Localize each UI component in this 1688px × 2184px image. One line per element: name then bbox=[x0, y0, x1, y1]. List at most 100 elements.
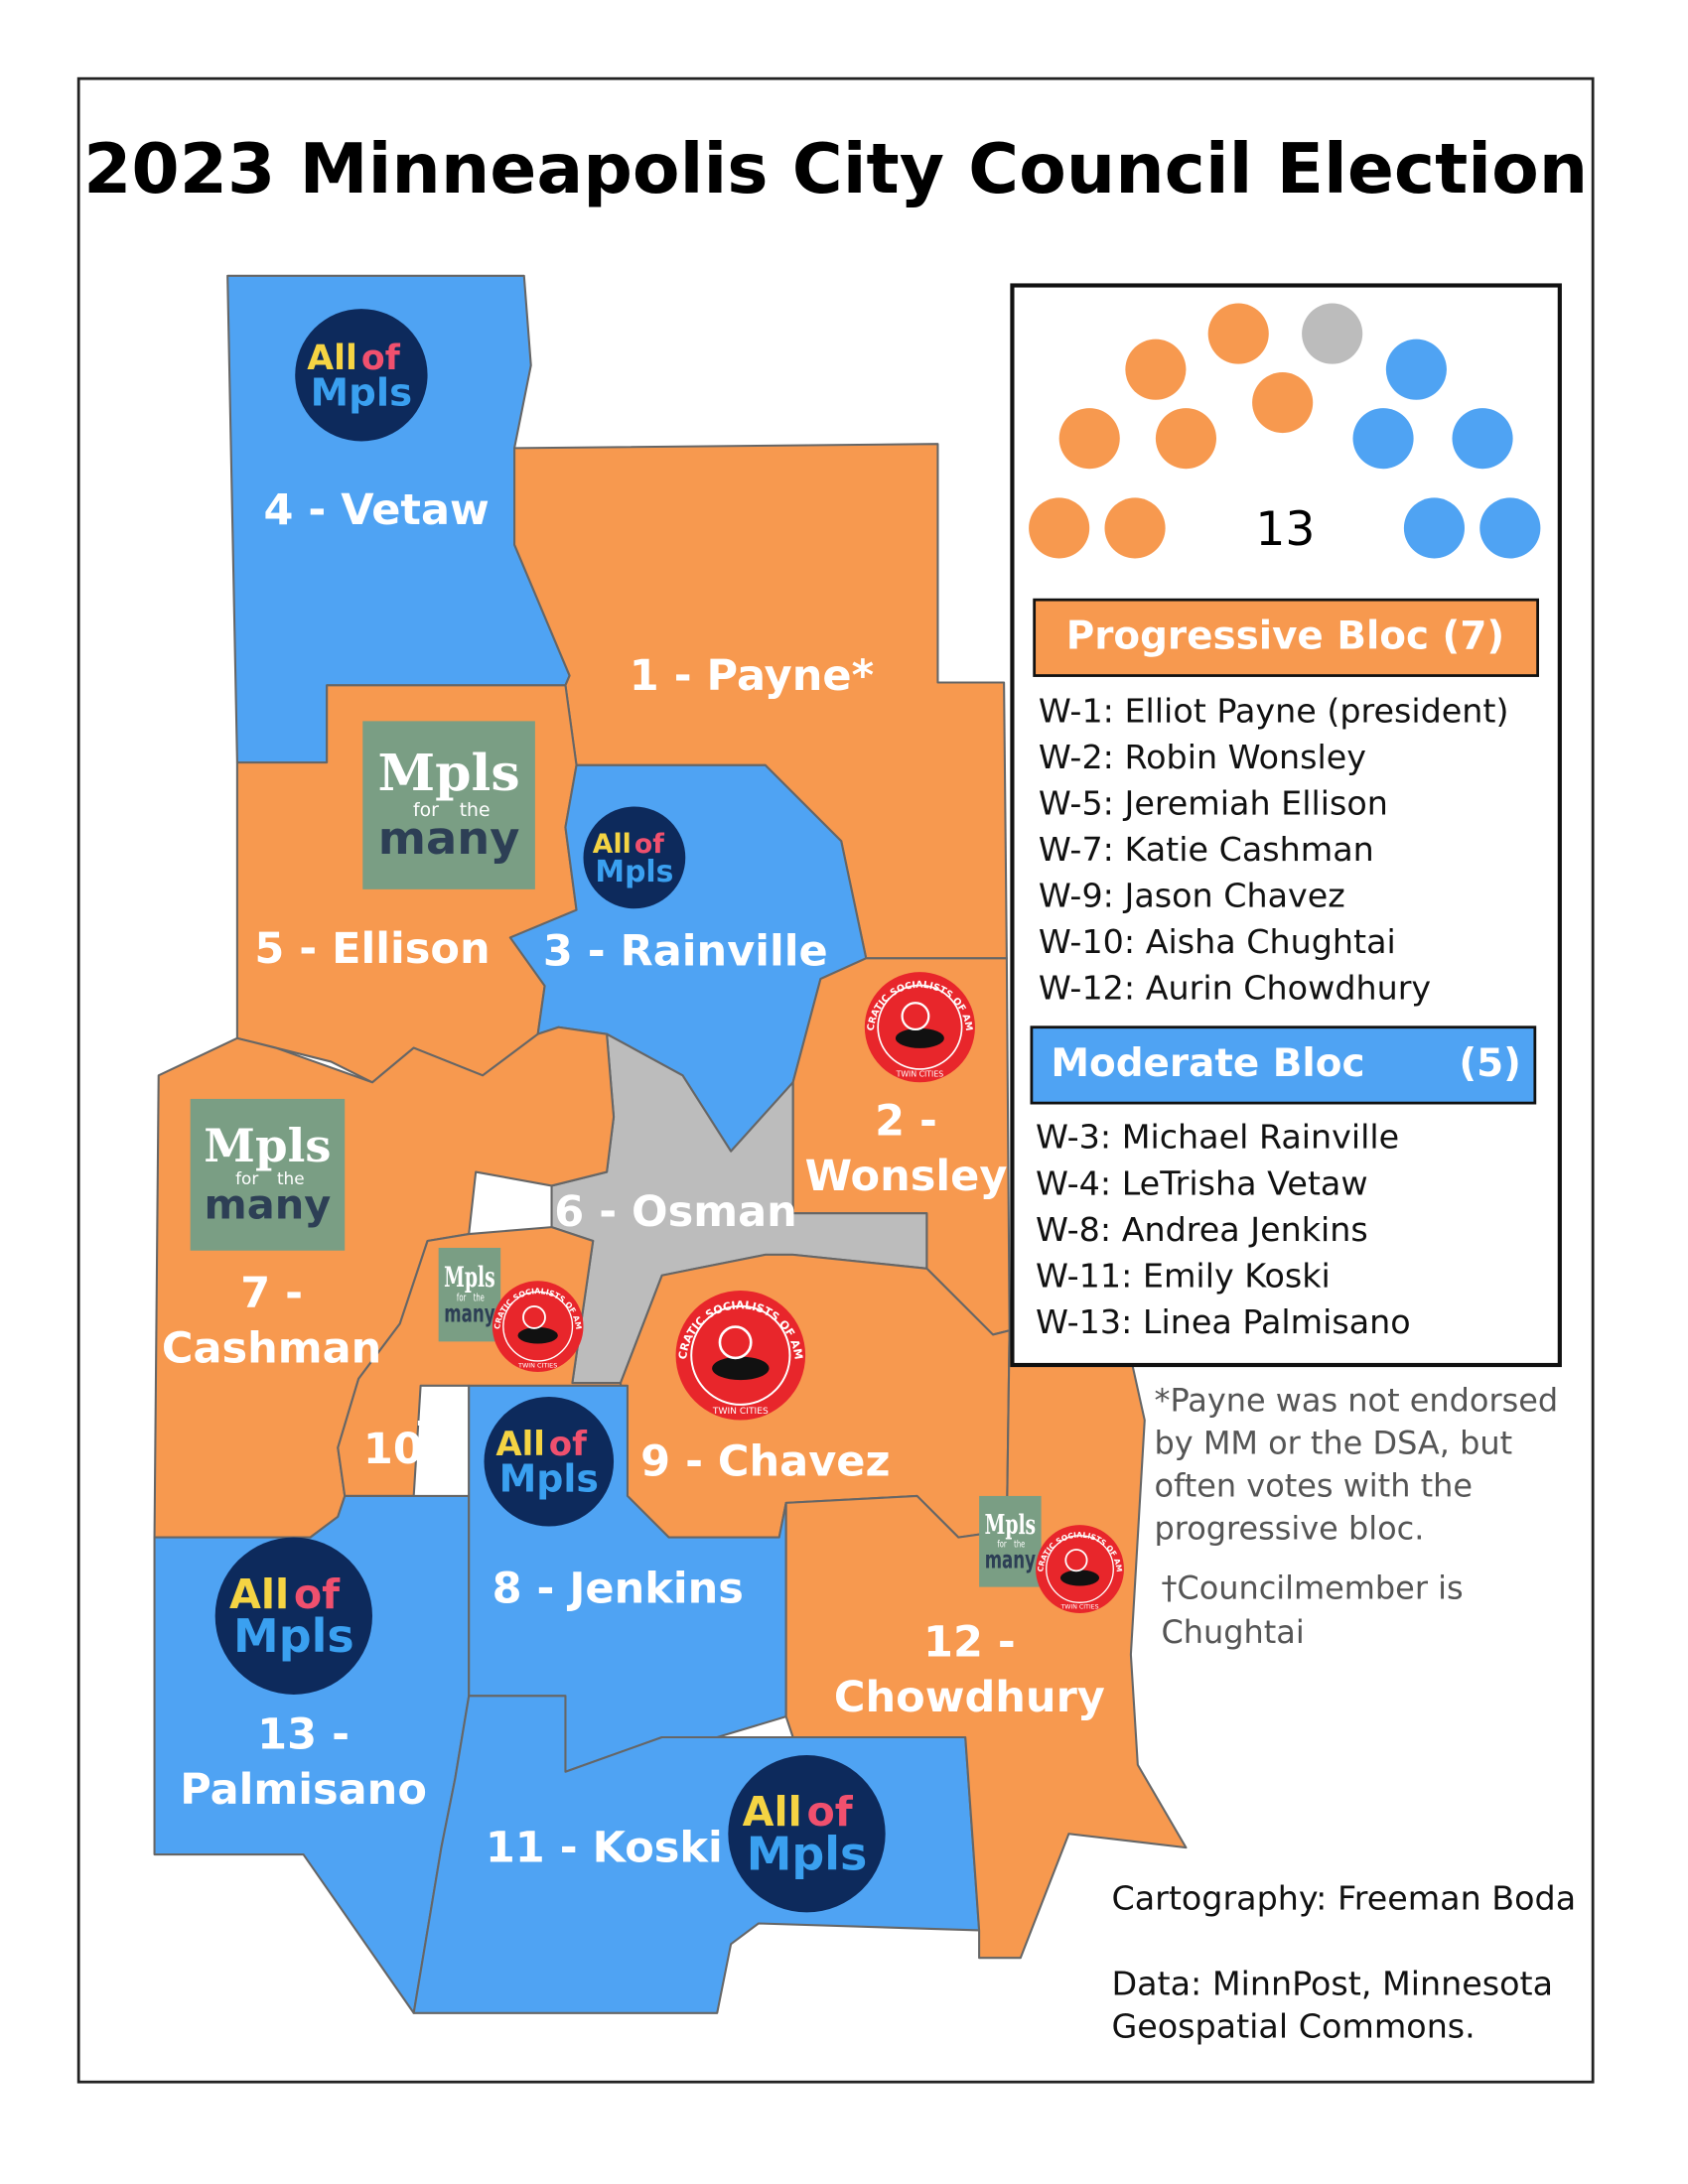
member: W-11: Emily Koski bbox=[1036, 1256, 1331, 1295]
seat bbox=[1403, 497, 1465, 559]
note: †Councilmember is bbox=[1161, 1569, 1463, 1606]
logo-text: TWIN CITIES bbox=[1059, 1604, 1098, 1611]
ward-label: 8 - Jenkins bbox=[492, 1564, 744, 1613]
logo-text: for bbox=[457, 1293, 467, 1304]
ward-label: 1 - Payne* bbox=[630, 651, 874, 701]
seat bbox=[1452, 408, 1513, 470]
notes: *Payne was not endorsed by MM or the DSA,… bbox=[1111, 1382, 1576, 2046]
ward-label: 13 - bbox=[257, 1709, 350, 1759]
logo-badge bbox=[864, 972, 975, 1083]
logo-badge bbox=[675, 1291, 806, 1421]
ward-labels: 4 - Vetaw 1 - Payne* 5 - Ellison 3 - Rainvi… bbox=[162, 485, 1105, 1872]
legend: 13 Progressive Bloc (7) W-1: Elliot Payne … bbox=[1029, 303, 1541, 1341]
credit: Cartography: Freeman Boda bbox=[1111, 1878, 1576, 1917]
member: W-7: Katie Cashman bbox=[1039, 830, 1374, 869]
ward-label: 7 - bbox=[240, 1269, 303, 1318]
logo-text: of bbox=[549, 1425, 588, 1464]
logo-badge bbox=[214, 1537, 372, 1695]
bloc-label: Moderate Bloc bbox=[1051, 1041, 1364, 1086]
bloc-header bbox=[1030, 1025, 1537, 1105]
ward-label: Cashman bbox=[162, 1324, 381, 1374]
seat bbox=[1352, 408, 1414, 470]
logo-text: many bbox=[378, 813, 520, 865]
logo-badge bbox=[583, 806, 686, 909]
logo-badge bbox=[492, 1281, 584, 1372]
logo-text: for bbox=[997, 1540, 1007, 1552]
logo-text: many bbox=[985, 1546, 1037, 1573]
seat bbox=[1252, 372, 1314, 434]
ward-label: 4 - Vetaw bbox=[263, 485, 489, 535]
logo-text: Mpls bbox=[204, 1119, 331, 1172]
ward-label: 2 - bbox=[875, 1096, 937, 1146]
ward-area bbox=[619, 1253, 1011, 1539]
logo-text: Mpls bbox=[233, 1609, 354, 1663]
ward-label: Chowdhury bbox=[834, 1673, 1105, 1722]
logo-loon bbox=[517, 1327, 558, 1344]
member: W-9: Jason Chavez bbox=[1039, 877, 1345, 915]
seat bbox=[1302, 303, 1363, 364]
logo-text: the bbox=[474, 1293, 485, 1304]
logo-text: many bbox=[205, 1181, 332, 1229]
ward-label: 9 - Chavez bbox=[640, 1437, 890, 1487]
logo-badge bbox=[484, 1396, 615, 1527]
logo-dsa: DEMOCRATIC SOCIALISTS OF AMERICATWIN CIT… bbox=[492, 1281, 584, 1372]
logo-rose bbox=[901, 1002, 930, 1031]
logo-text: of bbox=[807, 1788, 854, 1836]
member: W-12: Aurin Chowdhury bbox=[1039, 969, 1431, 1008]
seat bbox=[1125, 339, 1187, 400]
note: Chughtai bbox=[1161, 1613, 1304, 1651]
seat bbox=[1155, 408, 1216, 470]
logo-text: All bbox=[495, 1425, 545, 1464]
logo-badge bbox=[362, 721, 535, 889]
logo-text: for bbox=[413, 800, 439, 821]
bloc-header bbox=[1033, 598, 1539, 677]
member: W-3: Michael Rainville bbox=[1036, 1118, 1399, 1157]
logo-text: for bbox=[235, 1168, 258, 1188]
note: by MM or the DSA, but bbox=[1155, 1425, 1513, 1462]
member: W-8: Andrea Jenkins bbox=[1036, 1210, 1368, 1249]
logo-loon bbox=[712, 1356, 770, 1381]
logo-text: TWIN CITIES bbox=[517, 1361, 557, 1369]
logo-text: Mpls bbox=[985, 1508, 1037, 1541]
ward-label: 3 - Rainville bbox=[543, 927, 828, 977]
logo-rose bbox=[718, 1325, 753, 1360]
logo-text: Mpls bbox=[311, 370, 412, 415]
logo-text: many bbox=[444, 1299, 494, 1328]
seat bbox=[1479, 497, 1541, 559]
ward-label: 10 bbox=[363, 1425, 423, 1474]
logo-text: TWIN CITIES bbox=[896, 1070, 944, 1079]
logo-ring bbox=[877, 984, 963, 1070]
logo-rose bbox=[1064, 1549, 1088, 1572]
seat bbox=[1029, 497, 1090, 559]
member: W-10: Aisha Chughtai bbox=[1039, 922, 1396, 961]
logo-text: the bbox=[277, 1168, 305, 1188]
credit: Data: MinnPost, Minnesota bbox=[1111, 1965, 1553, 2003]
logo-loon bbox=[895, 1027, 944, 1048]
seat bbox=[1385, 339, 1447, 400]
logo-text: of bbox=[634, 829, 664, 860]
ward-label: 5 - Ellison bbox=[254, 924, 490, 974]
map-title: 2023 Minneapolis City Council Election bbox=[83, 130, 1588, 209]
logo-text: All bbox=[593, 829, 632, 860]
logo-badge bbox=[728, 1755, 886, 1913]
logo-ring bbox=[502, 1291, 574, 1362]
logo-text: the bbox=[1014, 1540, 1025, 1552]
member: W-2: Robin Wonsley bbox=[1039, 738, 1366, 776]
bloc-label: Progressive Bloc (7) bbox=[1066, 614, 1504, 659]
seat-total: 13 bbox=[1255, 502, 1315, 557]
logo-ring bbox=[690, 1304, 791, 1406]
logo-text: Mpls bbox=[378, 745, 520, 803]
logo-text: of bbox=[361, 339, 401, 378]
note: often votes with the bbox=[1155, 1467, 1474, 1505]
logo-dsa: DEMOCRATIC SOCIALISTS OF AMERICATWIN CIT… bbox=[675, 1291, 806, 1421]
logo-text: Mpls bbox=[499, 1456, 599, 1500]
